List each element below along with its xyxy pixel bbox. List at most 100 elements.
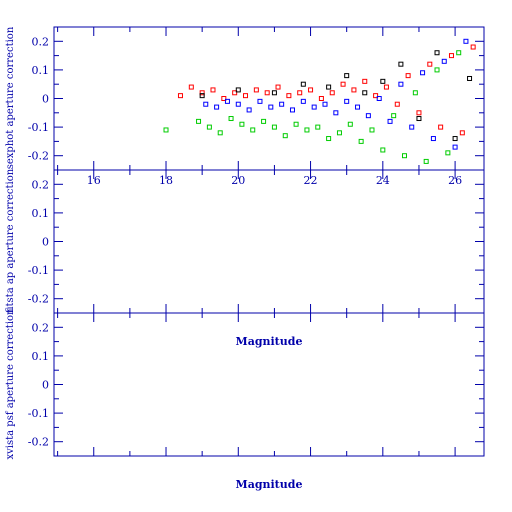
data-point bbox=[271, 124, 277, 130]
x-tick-label: 16 bbox=[87, 174, 101, 187]
data-point bbox=[177, 93, 183, 99]
x-axis-label: Magnitude bbox=[236, 478, 303, 491]
data-point bbox=[318, 96, 324, 101]
data-point bbox=[199, 93, 205, 99]
data-point bbox=[373, 93, 379, 99]
y-tick-label: 0 bbox=[42, 236, 49, 249]
x-tick-label: 20 bbox=[231, 174, 245, 187]
data-point bbox=[275, 84, 281, 90]
data-point bbox=[383, 84, 389, 90]
data-point bbox=[376, 96, 382, 101]
y-tick-label: 0 bbox=[42, 93, 49, 106]
data-point bbox=[387, 118, 393, 124]
data-point bbox=[228, 116, 234, 122]
data-point bbox=[355, 104, 361, 110]
data-point bbox=[369, 127, 375, 133]
y-axis-label: xvista psf aperture correction bbox=[5, 308, 16, 460]
data-point bbox=[257, 98, 263, 104]
y-axis-label: sexphot aperture correction bbox=[5, 26, 16, 169]
data-point bbox=[336, 130, 342, 136]
data-point bbox=[434, 50, 440, 56]
data-point bbox=[210, 87, 216, 93]
data-point bbox=[289, 107, 295, 113]
data-point bbox=[380, 147, 386, 153]
y-tick-labels: 0.2 0.1 0 -0.1 -0.2 bbox=[28, 178, 49, 305]
data-point bbox=[203, 101, 209, 107]
data-point bbox=[268, 104, 274, 110]
data-point bbox=[438, 124, 444, 130]
data-point bbox=[448, 53, 454, 59]
data-point bbox=[416, 110, 422, 116]
data-point bbox=[467, 75, 473, 81]
y-tick-label: -0.1 bbox=[28, 407, 49, 420]
data-point bbox=[409, 124, 415, 130]
data-point bbox=[286, 93, 292, 99]
data-point bbox=[459, 130, 465, 136]
data-point bbox=[362, 90, 368, 96]
data-point bbox=[412, 90, 418, 96]
data-point bbox=[344, 73, 350, 79]
y-tick-label: 0.1 bbox=[32, 207, 50, 220]
points-group bbox=[163, 38, 476, 164]
data-point bbox=[188, 84, 194, 90]
data-point bbox=[311, 104, 317, 110]
y-tick-label: 0.1 bbox=[32, 64, 50, 77]
data-point bbox=[217, 130, 223, 136]
data-point bbox=[326, 136, 332, 142]
data-point bbox=[261, 118, 267, 124]
data-point bbox=[463, 38, 469, 44]
y-tick-label: 0.2 bbox=[32, 35, 50, 48]
data-point bbox=[398, 61, 404, 67]
data-point bbox=[279, 101, 285, 107]
y-tick-label: 0 bbox=[42, 379, 49, 392]
y-tick-label: -0.2 bbox=[28, 150, 49, 163]
data-point bbox=[300, 98, 306, 104]
data-point bbox=[322, 101, 328, 107]
y-tick-label: 0.1 bbox=[32, 350, 50, 363]
y-tick-labels: 0.2 0.1 0 -0.1 -0.2 bbox=[28, 321, 49, 448]
data-point bbox=[333, 110, 339, 116]
y-tick-label: 0.2 bbox=[32, 178, 50, 191]
data-point bbox=[235, 87, 241, 93]
data-point bbox=[232, 90, 238, 96]
data-point bbox=[394, 101, 400, 107]
data-point bbox=[344, 98, 350, 104]
data-point bbox=[196, 118, 202, 124]
y-tick-label: -0.2 bbox=[28, 436, 49, 449]
data-point bbox=[340, 81, 346, 87]
x-tick-label: 18 bbox=[159, 174, 173, 187]
data-point bbox=[315, 124, 321, 130]
x-tick-label: 22 bbox=[304, 174, 318, 187]
data-point bbox=[300, 81, 306, 87]
x-tick-labels: 16 18 20 22 24 26 bbox=[87, 174, 462, 187]
data-point bbox=[470, 44, 476, 50]
panel-xvista-psf: 0.2 0.1 0 -0.1 -0.2 xvista psf aperture … bbox=[5, 308, 485, 460]
data-point bbox=[430, 136, 436, 142]
panel-fitsta-ap: 0.2 0.1 0 -0.1 -0.2 fitsta ap aperture c… bbox=[5, 168, 485, 314]
data-point bbox=[391, 113, 397, 119]
data-point bbox=[351, 87, 357, 93]
data-point bbox=[347, 121, 353, 127]
data-point bbox=[243, 93, 249, 99]
y-tick-label: -0.1 bbox=[28, 264, 49, 277]
data-point bbox=[362, 78, 368, 84]
data-point bbox=[304, 127, 310, 133]
data-point bbox=[423, 158, 429, 164]
data-point bbox=[452, 136, 458, 142]
y-tick-label: -0.1 bbox=[28, 121, 49, 134]
data-point bbox=[380, 78, 386, 84]
data-point bbox=[358, 138, 364, 144]
data-point bbox=[420, 70, 426, 76]
data-point bbox=[329, 90, 335, 96]
data-point bbox=[365, 113, 371, 119]
data-point bbox=[452, 144, 458, 150]
data-point bbox=[163, 127, 169, 133]
panel-ticks bbox=[54, 26, 484, 171]
data-point bbox=[445, 150, 451, 156]
x-axis-label: Magnitude bbox=[236, 335, 303, 348]
panel-sexphot: 16 18 20 22 24 26 0.2 0.1 0 -0.1 -0.2 se… bbox=[5, 26, 485, 187]
data-point bbox=[235, 101, 241, 107]
y-tick-label: -0.2 bbox=[28, 293, 49, 306]
data-point bbox=[441, 58, 447, 64]
